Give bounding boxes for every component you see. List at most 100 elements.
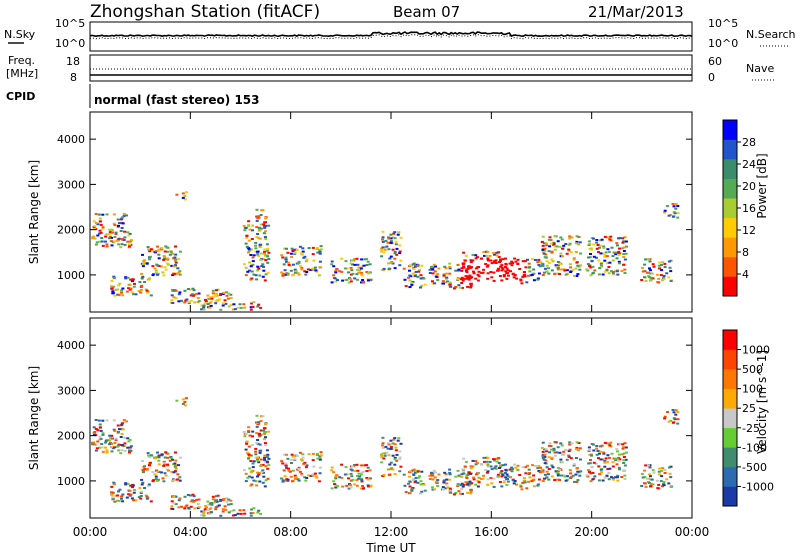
power-cell: [114, 232, 118, 235]
power-cell: [211, 292, 215, 295]
power-cell: [669, 213, 673, 216]
power-cell: [92, 220, 96, 223]
velocity-cell: [446, 486, 450, 489]
velocity-cell: [498, 467, 501, 469]
power-cell: [492, 279, 496, 282]
velocity-cell: [255, 422, 259, 425]
velocity-cell: [316, 457, 320, 460]
colorbar-swatch: [723, 276, 737, 297]
velocity-cell: [264, 436, 267, 439]
velocity-cell: [249, 484, 253, 487]
velocity-cell: [445, 483, 448, 486]
velocity-cell: [621, 447, 625, 450]
velocity-cell: [468, 481, 472, 484]
velocity-cell: [513, 480, 517, 482]
velocity-cell: [389, 443, 393, 446]
power-cell: [389, 240, 393, 243]
power-cell: [178, 250, 182, 253]
power-cell: [365, 264, 369, 266]
power-cell: [519, 278, 523, 281]
power-cell: [436, 279, 440, 281]
power-cell: [255, 219, 259, 222]
velocity-cell: [318, 458, 322, 461]
velocity-cell: [334, 475, 338, 478]
velocity-cell: [568, 469, 572, 472]
power-cell: [170, 264, 174, 267]
noise-tick-left-top: 10^5: [55, 17, 85, 30]
power-cell: [196, 297, 200, 299]
power-cell: [599, 262, 603, 265]
velocity-cell: [393, 443, 397, 446]
power-cell: [204, 300, 208, 303]
power-cell: [599, 252, 603, 255]
power-cell: [558, 273, 562, 275]
power-cell: [110, 287, 114, 290]
velocity-cell: [227, 503, 230, 506]
power-cell: [110, 228, 114, 231]
velocity-cell: [367, 478, 371, 481]
velocity-cell: [181, 398, 185, 401]
velocity-cell: [484, 469, 488, 471]
velocity-cell: [206, 500, 210, 503]
velocity-cell: [590, 466, 594, 469]
velocity-cell: [259, 465, 263, 467]
power-cell: [263, 225, 267, 228]
velocity-cell: [361, 487, 365, 490]
velocity-cell: [496, 473, 500, 476]
power-cell: [408, 269, 411, 272]
velocity-cell: [300, 474, 304, 477]
power-cell: [520, 282, 524, 285]
velocity-cell: [433, 476, 437, 479]
velocity-cell: [112, 483, 116, 486]
velocity-cell: [139, 497, 143, 500]
velocity-cell: [229, 503, 233, 506]
velocity-cell: [222, 498, 226, 500]
velocity-cell: [651, 483, 655, 486]
power-cell: [361, 281, 365, 284]
power-cell: [591, 237, 595, 240]
velocity-cell: [513, 463, 517, 466]
power-cell: [504, 266, 507, 268]
power-cell: [564, 243, 568, 245]
power-cell: [444, 281, 448, 284]
power-cell: [335, 268, 339, 271]
velocity-cell: [210, 502, 214, 505]
power-cell: [283, 247, 287, 250]
power-cell: [353, 277, 357, 280]
power-cell: [290, 247, 294, 250]
velocity-cell: [251, 469, 255, 472]
power-cell: [586, 263, 590, 266]
velocity-cell: [466, 483, 470, 486]
power-cell: [297, 273, 301, 276]
power-cell: [492, 252, 496, 255]
power-cell: [528, 270, 532, 273]
velocity-cell: [204, 504, 207, 507]
velocity-cell: [477, 481, 481, 484]
velocity-cell: [255, 484, 259, 487]
power-cell: [165, 262, 169, 265]
power-cell: [510, 264, 514, 267]
power-cell: [516, 258, 520, 261]
velocity-cell: [482, 474, 486, 477]
velocity-cell: [550, 448, 553, 451]
power-cell: [599, 265, 603, 268]
velocity-cell: [522, 477, 526, 480]
velocity-cell: [579, 470, 583, 473]
power-cell: [657, 277, 661, 280]
power-cell: [532, 268, 536, 271]
velocity-cell: [622, 462, 626, 464]
velocity-colorbar-label: Velocity [m s^-1]: [755, 350, 769, 454]
power-cell: [590, 260, 594, 263]
power-cell: [419, 277, 423, 280]
power-cell: [513, 274, 517, 276]
velocity-cell: [612, 478, 615, 481]
velocity-cell: [656, 487, 660, 490]
power-cell: [586, 269, 590, 272]
power-cell: [170, 299, 174, 302]
power-cell: [110, 244, 114, 247]
power-cell: [672, 205, 676, 208]
power-cell: [172, 273, 176, 276]
power-cell: [471, 253, 475, 256]
power-cell: [567, 244, 571, 247]
velocity-cell: [116, 424, 120, 427]
